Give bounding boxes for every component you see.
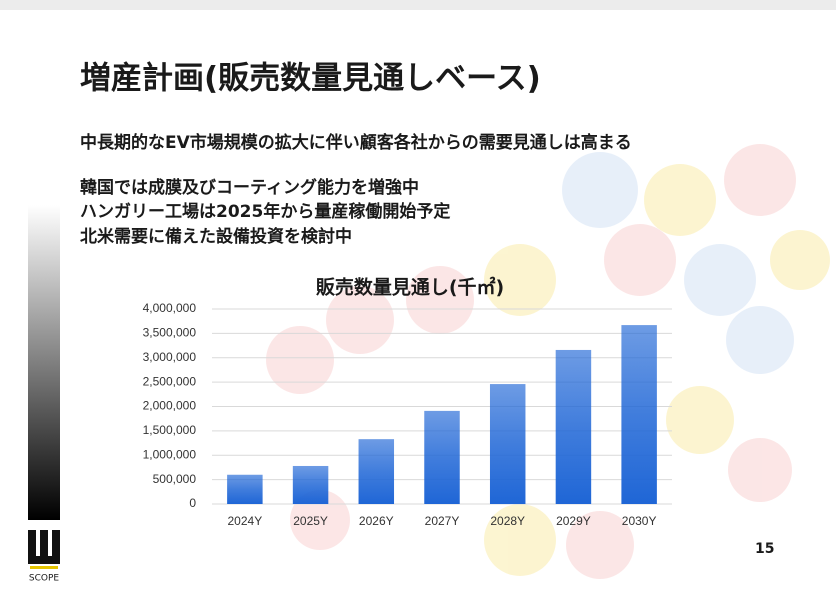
y-tick-label: 0 [189,496,196,510]
y-tick-label: 2,500,000 [143,374,197,388]
side-gradient-bar [28,205,60,520]
x-tick-label: 2026Y [359,514,394,528]
bar [621,325,657,504]
y-tick-label: 3,500,000 [143,326,197,340]
page-number: 15 [755,541,774,557]
bullet: ハンガリー工場は2025年から量産稼働開始予定 [80,201,450,222]
bar [555,349,592,504]
slide-background [0,10,836,590]
bullet: 韓国では成膜及びコーティング能力を増強中 [80,177,419,198]
y-tick-label: 1,500,000 [143,423,197,437]
decoration [266,144,830,579]
y-tick-label: 500,000 [153,472,197,486]
y-tick-label: 1,000,000 [143,447,197,461]
logo-text: SCOPE [29,574,60,584]
slide-title: 増産計画(販売数量見通しベース) [80,61,541,97]
y-tick-label: 2,000,000 [143,399,197,413]
bar [358,439,395,504]
x-tick-label: 2028Y [490,514,525,528]
x-tick-label: 2029Y [556,514,591,528]
bar [227,474,263,504]
y-tick-label: 4,000,000 [143,301,197,315]
chart-title: 販売数量見通し(千㎡) [316,276,504,299]
bar [292,465,329,504]
y-tick-label: 3,000,000 [143,350,197,364]
x-tick-label: 2030Y [622,514,657,528]
x-tick-label: 2027Y [425,514,460,528]
subtitle: 中長期的なEV市場規模の拡大に伴い顧客各社からの需要見通しは高まる [80,132,632,153]
bar [489,384,526,504]
logo-mark [28,530,60,569]
bar [424,410,460,504]
x-tick-label: 2025Y [293,514,328,528]
bullet: 北米需要に備えた設備投資を検討中 [80,226,352,247]
x-tick-label: 2024Y [228,514,263,528]
